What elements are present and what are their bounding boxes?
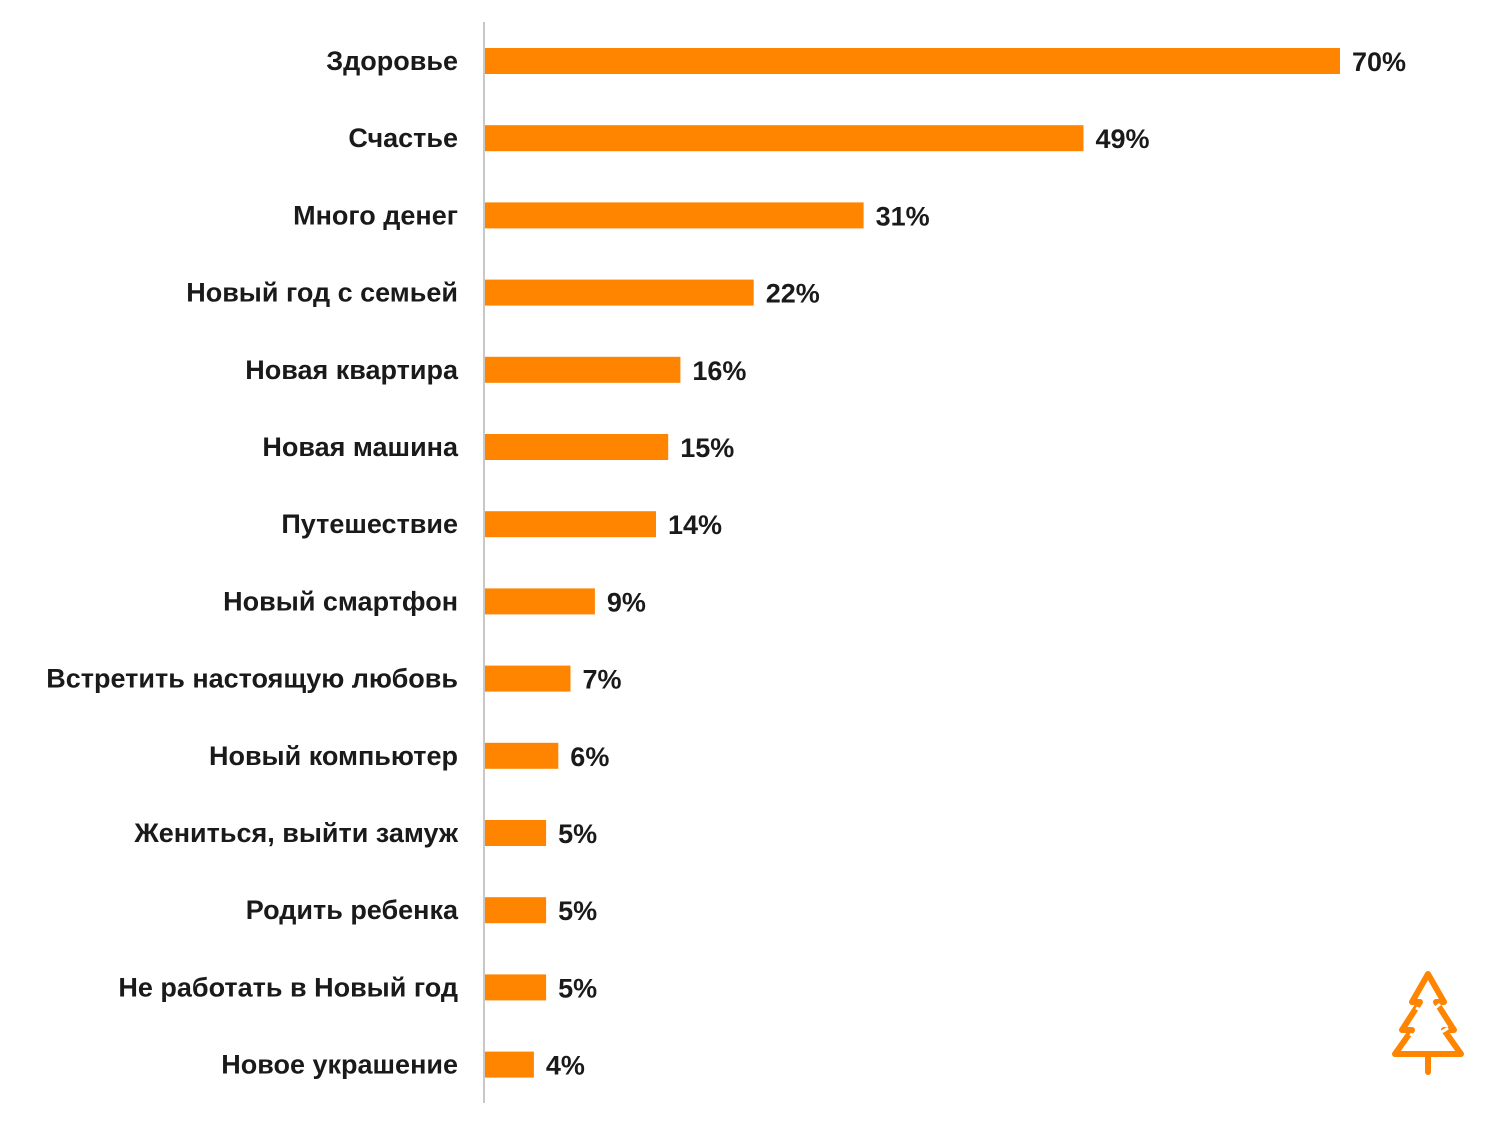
bar-10 xyxy=(485,820,547,846)
bar-3 xyxy=(485,279,754,306)
bar-6 xyxy=(485,511,656,538)
value-label-6: 14% xyxy=(668,510,722,540)
value-label-11: 5% xyxy=(558,896,597,926)
bar-8 xyxy=(485,665,571,692)
bars-group: Здоровье 70% Счастье 49% Много денег 31% Новый… xyxy=(46,46,1406,1081)
category-label-0: Здоровье xyxy=(326,46,458,76)
category-label-7: Новый смартфон xyxy=(223,586,458,616)
value-label-9: 6% xyxy=(570,742,609,772)
bar-5 xyxy=(485,434,669,460)
value-label-3: 22% xyxy=(766,279,820,309)
category-label-8: Встретить настоящую любовь xyxy=(46,664,458,694)
christmas-tree-icon xyxy=(1392,971,1464,1075)
bar-7 xyxy=(485,588,595,615)
category-label-11: Родить ребенка xyxy=(246,895,459,925)
value-label-7: 9% xyxy=(607,587,646,617)
category-label-1: Счастье xyxy=(348,123,458,153)
value-label-10: 5% xyxy=(558,819,597,849)
bar-4 xyxy=(485,356,681,383)
category-label-6: Путешествие xyxy=(281,509,458,539)
value-label-0: 70% xyxy=(1352,47,1406,77)
value-label-13: 4% xyxy=(546,1051,585,1081)
category-label-2: Много денег xyxy=(293,200,458,230)
value-label-12: 5% xyxy=(558,973,597,1003)
bar-11 xyxy=(485,897,547,924)
value-label-8: 7% xyxy=(583,665,622,695)
category-label-9: Новый компьютер xyxy=(209,741,458,771)
bar-12 xyxy=(485,974,547,1001)
bar-0 xyxy=(485,48,1340,74)
category-label-3: Новый год с семьей xyxy=(186,278,458,308)
category-label-10: Жениться, выйти замуж xyxy=(133,818,459,848)
bar-1 xyxy=(485,125,1084,152)
bar-9 xyxy=(485,742,559,769)
value-label-4: 16% xyxy=(692,356,746,386)
category-label-4: Новая квартира xyxy=(245,355,459,385)
bar-2 xyxy=(485,202,864,229)
category-label-12: Не работать в Новый год xyxy=(118,972,458,1002)
category-label-5: Новая машина xyxy=(262,432,459,462)
value-label-2: 31% xyxy=(876,201,930,231)
category-label-13: Новое украшение xyxy=(221,1050,458,1080)
value-label-1: 49% xyxy=(1096,124,1150,154)
bar-13 xyxy=(485,1051,534,1078)
value-label-5: 15% xyxy=(680,433,734,463)
